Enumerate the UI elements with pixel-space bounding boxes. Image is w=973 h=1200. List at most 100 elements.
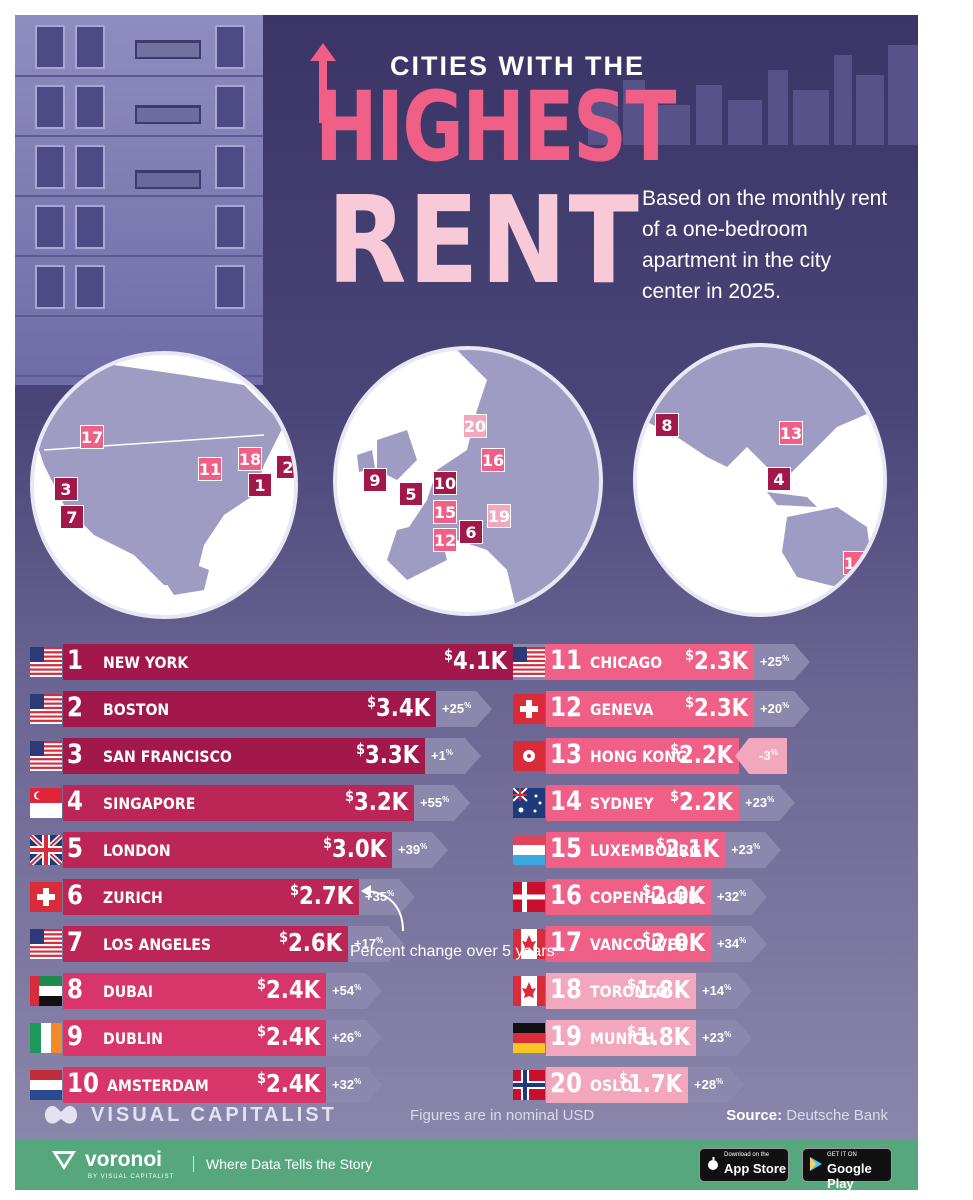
country-flag-icon	[513, 929, 545, 959]
city-name: SINGAPORE	[103, 794, 196, 813]
city-name: LUXEMBOURG	[590, 841, 701, 860]
rent-value: $2.7K	[290, 881, 353, 910]
rank-number: 6	[67, 880, 83, 911]
change-arrow-right-icon	[754, 644, 810, 680]
percent-change-label: +25%	[760, 654, 790, 669]
rent-bar	[546, 832, 725, 868]
building-illustration	[15, 15, 263, 385]
change-arrow-right-icon	[711, 926, 767, 962]
rent-value: $2.2K	[670, 740, 733, 769]
country-flag-icon	[30, 741, 62, 771]
city-name: GENEVA	[590, 700, 654, 719]
change-arrow-right-icon	[348, 926, 404, 962]
rent-bar	[546, 785, 739, 821]
map-marker: 2	[276, 455, 294, 479]
country-flag-icon	[513, 835, 545, 865]
source-credit: Source: Deutsche Bank	[726, 1107, 888, 1124]
google-play-icon	[810, 1157, 822, 1171]
percent-change-label: +26%	[332, 1030, 362, 1045]
rent-bar	[546, 691, 754, 727]
country-flag-icon	[513, 788, 545, 818]
map-marker: 14	[843, 551, 867, 575]
percent-change-label: +20%	[760, 701, 790, 716]
country-flag-icon	[513, 882, 545, 912]
change-arrow-right-icon	[688, 1067, 744, 1103]
city-name: NEW YORK	[103, 653, 189, 672]
change-arrow-right-icon	[425, 738, 481, 774]
map-marker: 18	[238, 447, 262, 471]
map-marker: 16	[481, 448, 505, 472]
app-store-button[interactable]: Download on the App Store	[699, 1148, 789, 1182]
rank-number: 18	[550, 974, 582, 1005]
city-name: TORONTO	[590, 982, 668, 1001]
up-arrow-icon	[310, 43, 336, 123]
figures-note: Figures are in nominal USD	[410, 1107, 595, 1124]
rank-number: 4	[67, 786, 83, 817]
city-name: LONDON	[103, 841, 171, 860]
bar-row: 13 HONG KONG $2.2K -3%	[513, 738, 918, 774]
rent-value: $2.3K	[685, 693, 748, 722]
rent-value: $3.3K	[356, 740, 419, 769]
country-flag-icon	[513, 694, 545, 724]
bar-row: 14 SYDNEY $2.2K +23%	[513, 785, 918, 821]
bar-row: 16 COPENHAGEN $2.0K +32%	[513, 879, 918, 915]
voronoi-icon	[52, 1151, 76, 1170]
rent-bar	[63, 832, 392, 868]
bar-row: 17 VANCOUVER $2.0K +34%	[513, 926, 918, 962]
country-flag-icon	[30, 1023, 62, 1053]
percent-change-label: +25%	[442, 701, 472, 716]
brand-name: VISUAL CAPITALIST	[91, 1103, 337, 1126]
rent-value: $2.4K	[257, 1022, 320, 1051]
city-name: CHICAGO	[590, 653, 663, 672]
globe-north-america: 17 3 7 11 18 1 2	[30, 351, 298, 619]
rank-number: 14	[550, 786, 582, 817]
rank-number: 16	[550, 880, 582, 911]
city-name: AMSTERDAM	[107, 1076, 209, 1095]
rent-value: $2.1K	[656, 834, 719, 863]
change-arrow-right-icon	[326, 973, 382, 1009]
rent-bar	[546, 1020, 696, 1056]
rent-value: $3.2K	[345, 787, 408, 816]
rent-bar	[63, 738, 425, 774]
change-arrow-right-icon	[696, 973, 752, 1009]
apple-icon	[708, 1157, 718, 1170]
change-arrow-right-icon	[696, 1020, 752, 1056]
map-marker: 8	[655, 413, 679, 437]
rank-number: 13	[550, 739, 582, 770]
percent-change-label: +1%	[431, 748, 453, 763]
rank-number: 11	[550, 645, 582, 676]
percent-change-label: +23%	[702, 1030, 732, 1045]
country-flag-icon	[30, 976, 62, 1006]
city-name: BOSTON	[103, 700, 170, 719]
change-arrow-right-icon	[739, 785, 795, 821]
globe-asia-pacific: 8 13 4 14	[633, 343, 887, 617]
visual-capitalist-icon	[45, 1106, 77, 1124]
rent-bar	[546, 738, 739, 774]
bar-row: 2 BOSTON $3.4K +25%	[30, 691, 492, 727]
percent-change-label: +32%	[332, 1077, 362, 1092]
rank-number: 5	[67, 833, 83, 864]
rent-value: $2.0K	[642, 881, 705, 910]
bar-row: 19 MUNICH $1.8K +23%	[513, 1020, 918, 1056]
city-name: DUBLIN	[103, 1029, 163, 1048]
rank-number: 7	[67, 927, 83, 958]
change-arrow-right-icon	[326, 1067, 382, 1103]
voronoi-logo[interactable]: voronoi	[51, 1148, 162, 1172]
country-flag-icon	[30, 647, 62, 677]
map-marker: 5	[399, 482, 423, 506]
infographic-poster: CITIES WITH THE HIGHEST RENT Based on th…	[15, 15, 918, 1140]
city-name: COPENHAGEN	[590, 888, 700, 907]
rent-bar	[63, 644, 513, 680]
bar-row: 11 CHICAGO $2.3K +25%	[513, 644, 918, 680]
google-play-button[interactable]: GET IT ON Google Play	[802, 1148, 892, 1191]
map-marker: 13	[779, 421, 803, 445]
change-arrow-right-icon	[711, 879, 767, 915]
city-name: ZURICH	[103, 888, 163, 907]
rent-bar	[546, 926, 711, 962]
skyline-illustration	[588, 45, 918, 145]
rent-value: $1.8K	[627, 975, 690, 1004]
tagline: Where Data Tells the Story	[193, 1156, 372, 1172]
city-name: DUBAI	[103, 982, 153, 1001]
title-line2: HIGHEST	[315, 71, 676, 183]
